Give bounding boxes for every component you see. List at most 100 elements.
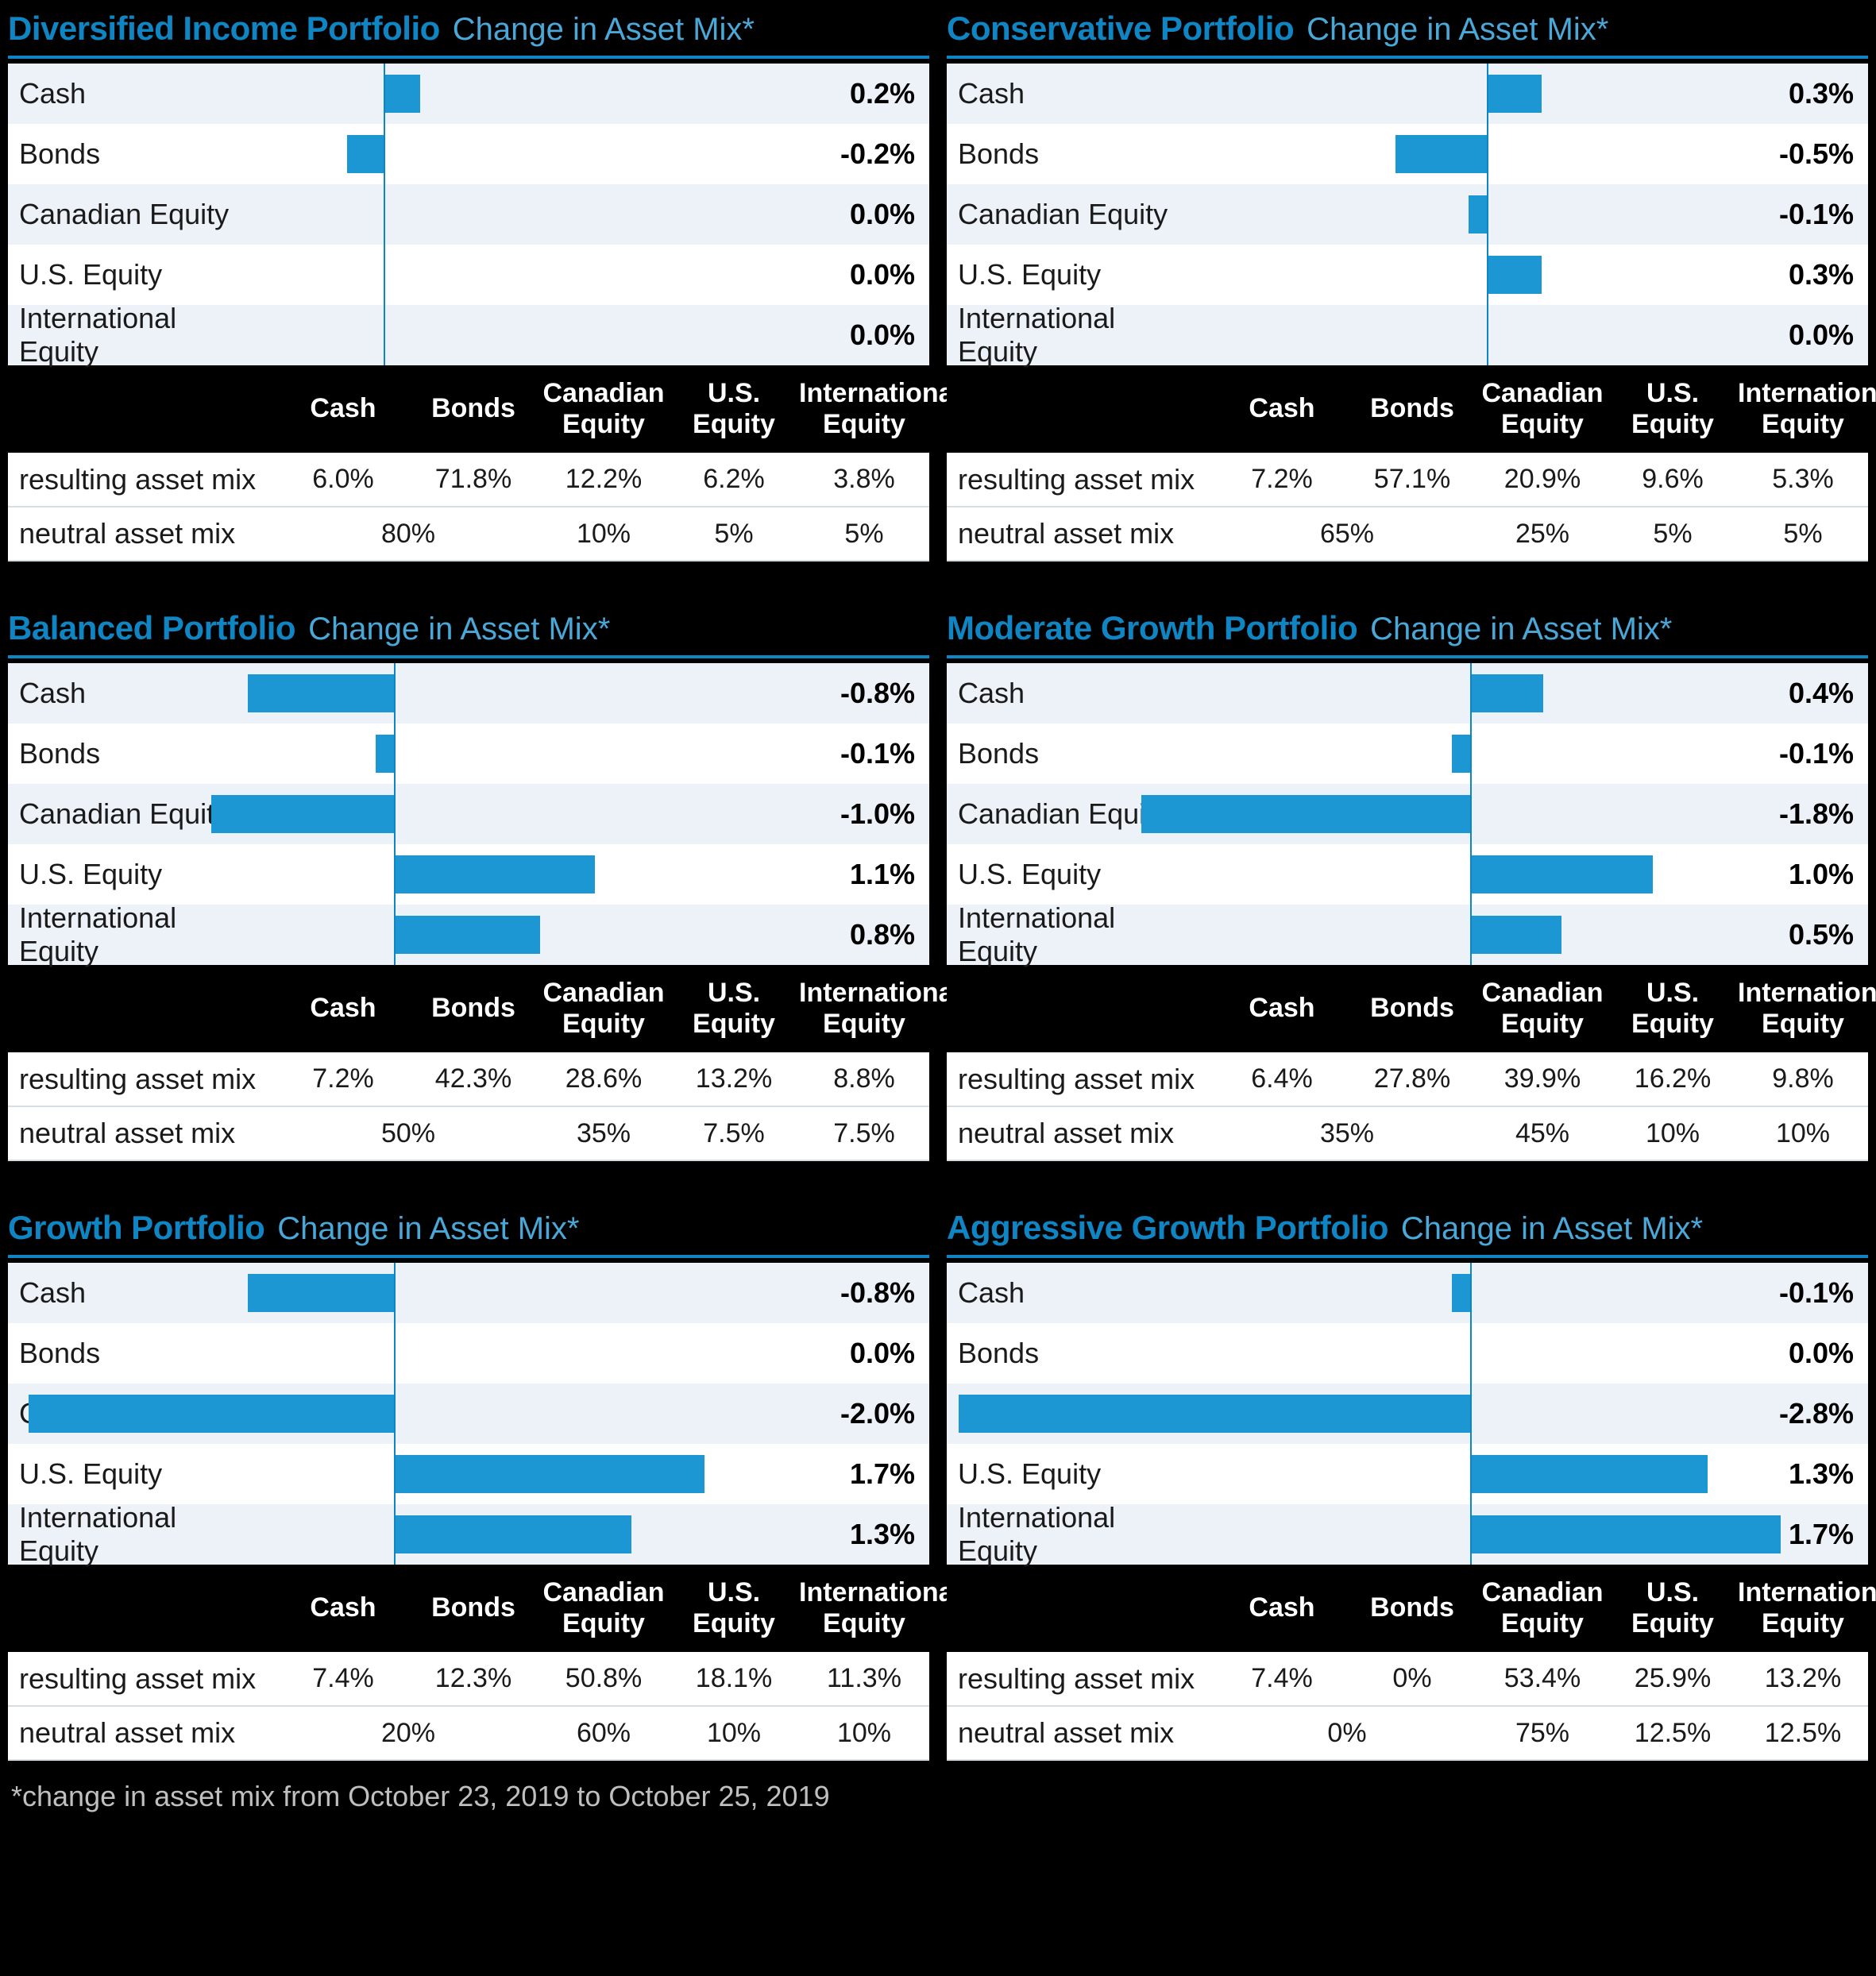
portfolio-title-row: Growth PortfolioChange in Asset Mix*	[8, 1209, 929, 1255]
table-row-label: neutral asset mix	[947, 1706, 1217, 1760]
table-cell: 6.2%	[669, 453, 799, 507]
chart-row: International Equity0.8%	[8, 905, 929, 965]
table-cell: 12.3%	[408, 1652, 538, 1706]
chart-row-label: Cash	[8, 1276, 246, 1310]
chart-bar	[211, 795, 394, 833]
table-cell: 13.2%	[669, 1052, 799, 1106]
chart-bar-area	[1185, 663, 1733, 724]
chart-bar-area	[246, 184, 794, 245]
chart-bar	[248, 1274, 394, 1312]
asset-change-chart: Cash0.2%Bonds-0.2%Canadian Equity0.0%U.S…	[8, 64, 929, 365]
chart-zero-axis	[1487, 245, 1488, 305]
title-underline	[8, 1255, 929, 1258]
table-cell: 20.9%	[1477, 453, 1608, 507]
chart-bar-area	[1185, 1323, 1733, 1384]
table-col-header: CanadianEquity	[538, 365, 669, 453]
chart-row: International Equity0.0%	[947, 305, 1868, 365]
chart-bar	[1470, 855, 1653, 893]
chart-bar	[384, 75, 420, 113]
chart-bar-area	[246, 784, 794, 844]
chart-row-value: -0.5%	[1733, 137, 1868, 171]
chart-row-value: 0.2%	[794, 77, 929, 110]
chart-row-value: -1.0%	[794, 797, 929, 831]
table-row-label: resulting asset mix	[8, 1052, 278, 1106]
chart-zero-axis	[384, 124, 385, 184]
table-col-header: Bonds	[408, 365, 538, 453]
chart-bar	[1452, 735, 1470, 773]
table-row-label: neutral asset mix	[8, 1106, 278, 1160]
table-cell: 7.4%	[278, 1652, 408, 1706]
chart-row-label: Bonds	[8, 737, 246, 770]
chart-row: Bonds-0.1%	[8, 724, 929, 784]
table-row: neutral asset mix50%35%7.5%7.5%	[8, 1106, 929, 1160]
table-col-header: Cash	[278, 1565, 408, 1652]
chart-row: Bonds-0.1%	[947, 724, 1868, 784]
asset-change-chart: Cash0.4%Bonds-0.1%Canadian Equity-1.8%U.…	[947, 663, 1868, 965]
table-cell: 7.2%	[1217, 453, 1347, 507]
chart-row-value: 0.3%	[1733, 258, 1868, 291]
table-row: neutral asset mix20%60%10%10%	[8, 1706, 929, 1760]
portfolio-panel: Conservative PortfolioChange in Asset Mi…	[947, 10, 1868, 562]
table-row-label: neutral asset mix	[8, 507, 278, 561]
chart-bar	[248, 674, 394, 712]
chart-row-value: 0.5%	[1733, 918, 1868, 951]
chart-zero-axis	[1487, 64, 1488, 124]
table-cell: 7.2%	[278, 1052, 408, 1106]
chart-zero-axis	[1470, 1504, 1472, 1565]
table-row-label: resulting asset mix	[947, 1052, 1217, 1106]
table-cell: 18.1%	[669, 1652, 799, 1706]
chart-zero-axis	[394, 1504, 396, 1565]
table-cell: 12.5%	[1738, 1706, 1868, 1760]
table-row: neutral asset mix0%75%12.5%12.5%	[947, 1706, 1868, 1760]
asset-mix-table: CashBondsCanadianEquityU.S.EquityInterna…	[8, 965, 929, 1161]
chart-zero-axis	[384, 64, 385, 124]
chart-bar-area	[246, 64, 794, 124]
chart-row-label: U.S. Equity	[8, 1457, 246, 1491]
table-corner-blank	[8, 965, 278, 1052]
portfolio-title-row: Diversified Income PortfolioChange in As…	[8, 10, 929, 56]
table-row-label: resulting asset mix	[8, 453, 278, 507]
table-col-header: InternationalEquity	[799, 1565, 929, 1652]
chart-bar-area	[1185, 64, 1733, 124]
chart-row: Cash-0.8%	[8, 663, 929, 724]
table-cell: 5%	[669, 507, 799, 561]
chart-bar	[1487, 256, 1542, 294]
chart-bar-area	[246, 724, 794, 784]
portfolio-asset-mix-report: Diversified Income PortfolioChange in As…	[0, 0, 1876, 1826]
chart-bar-area	[246, 305, 794, 365]
chart-bar-area	[246, 245, 794, 305]
chart-row-value: 0.0%	[1733, 318, 1868, 352]
table-cell: 6.0%	[278, 453, 408, 507]
chart-row: U.S. Equity0.0%	[8, 245, 929, 305]
portfolio-panel: Moderate Growth PortfolioChange in Asset…	[947, 609, 1868, 1161]
table-row-label: resulting asset mix	[8, 1652, 278, 1706]
chart-bar-area	[1185, 1384, 1733, 1444]
table-cell: 12.2%	[538, 453, 669, 507]
portfolio-name: Conservative Portfolio	[947, 10, 1294, 48]
table-col-header: Bonds	[1347, 965, 1477, 1052]
table-row: resulting asset mix7.2%42.3%28.6%13.2%8.…	[8, 1052, 929, 1106]
table-cell: 10%	[538, 507, 669, 561]
table-row: neutral asset mix80%10%5%5%	[8, 507, 929, 561]
title-underline	[947, 56, 1868, 59]
chart-row: U.S. Equity1.3%	[947, 1444, 1868, 1504]
portfolio-title-row: Moderate Growth PortfolioChange in Asset…	[947, 609, 1868, 655]
table-cell: 10%	[669, 1706, 799, 1760]
chart-row: International Equity1.7%	[947, 1504, 1868, 1565]
table-cell: 9.6%	[1608, 453, 1738, 507]
chart-row: Canadian Equity-0.1%	[947, 184, 1868, 245]
table-corner-blank	[947, 965, 1217, 1052]
chart-bar	[1395, 135, 1487, 173]
table-cell: 9.8%	[1738, 1052, 1868, 1106]
table-row: neutral asset mix65%25%5%5%	[947, 507, 1868, 561]
title-underline	[8, 655, 929, 658]
table-row-label: neutral asset mix	[947, 1106, 1217, 1160]
chart-row-label: Canadian Equity	[8, 797, 246, 831]
table-cell: 71.8%	[408, 453, 538, 507]
chart-zero-axis	[384, 305, 385, 365]
table-cell: 5%	[1608, 507, 1738, 561]
chart-row-label: Cash	[947, 77, 1185, 110]
chart-row-value: 0.0%	[794, 1337, 929, 1370]
table-cell: 35%	[538, 1106, 669, 1160]
chart-row-value: -0.1%	[1733, 1276, 1868, 1310]
